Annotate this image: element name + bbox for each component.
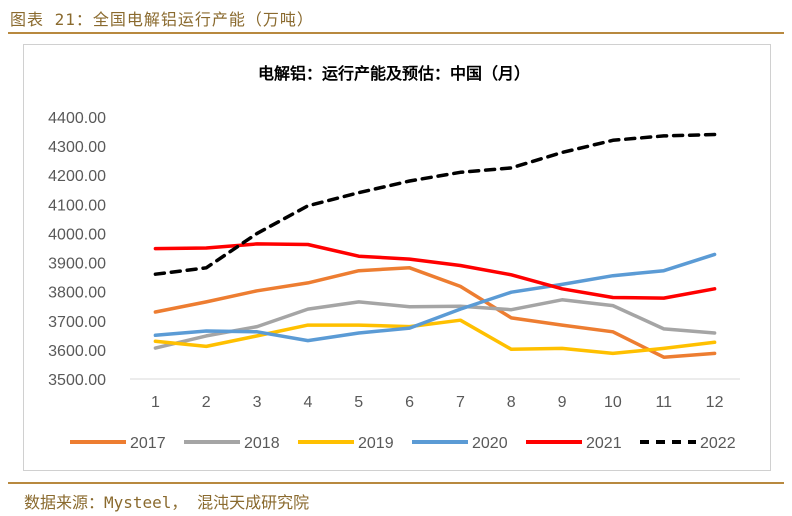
x-tick-label: 3 bbox=[253, 394, 262, 411]
legend-label-2022: 2022 bbox=[700, 435, 736, 452]
figure-title: 图表 21：全国电解铝运行产能（万吨） bbox=[10, 10, 314, 29]
x-tick-label: 2 bbox=[202, 394, 211, 411]
y-tick-label: 4300.00 bbox=[48, 139, 106, 156]
x-tick-label: 5 bbox=[354, 394, 363, 411]
header-divider bbox=[8, 32, 784, 34]
y-tick-label: 3500.00 bbox=[48, 372, 106, 389]
y-tick-label: 4200.00 bbox=[48, 168, 106, 185]
legend-label-2019: 2019 bbox=[358, 435, 394, 452]
chart-title: 电解铝：运行产能及预估：中国（月） bbox=[258, 64, 530, 83]
x-tick-label: 6 bbox=[405, 394, 414, 411]
series-line-2021 bbox=[153, 242, 717, 300]
series-line-2018 bbox=[153, 298, 717, 350]
x-tick-label: 1 bbox=[151, 394, 160, 411]
x-tick-label: 11 bbox=[655, 394, 672, 411]
y-tick-label: 3600.00 bbox=[48, 343, 106, 360]
legend-label-2021: 2021 bbox=[586, 435, 622, 452]
y-axis: 3500.00 3600.00 3700.00 3800.00 3900.00 4000.… bbox=[48, 110, 106, 389]
series-line-2022 bbox=[153, 132, 717, 276]
plot-area bbox=[153, 132, 717, 359]
y-tick-label: 3800.00 bbox=[48, 285, 106, 302]
legend: 2017 2018 2019 2020 2021 2022 bbox=[70, 435, 736, 452]
y-tick-label: 3700.00 bbox=[48, 314, 106, 331]
y-tick-label: 3900.00 bbox=[48, 256, 106, 273]
y-tick-label: 4000.00 bbox=[48, 226, 106, 243]
y-tick-label: 4100.00 bbox=[48, 197, 106, 214]
footer-divider bbox=[8, 482, 784, 484]
line-chart: 电解铝：运行产能及预估：中国（月） 3500.003600.003700.003… bbox=[48, 64, 740, 452]
series-line-2017 bbox=[153, 266, 717, 359]
legend-label-2017: 2017 bbox=[130, 435, 166, 452]
x-tick-label: 8 bbox=[507, 394, 516, 411]
x-tick-label: 9 bbox=[558, 394, 567, 411]
x-tick-label: 12 bbox=[706, 394, 724, 411]
legend-label-2020: 2020 bbox=[472, 435, 508, 452]
x-tick-label: 10 bbox=[604, 394, 622, 411]
chart-container: 电解铝：运行产能及预估：中国（月） 3500.00 3600.00 3700.00 3… bbox=[23, 44, 771, 471]
y-tick-label: 4400.00 bbox=[48, 110, 106, 127]
series-line-2019 bbox=[153, 318, 717, 356]
x-axis: 1 2 3 4 5 6 7 8 9 10 11 12 bbox=[130, 378, 740, 411]
x-tick-label: 4 bbox=[303, 394, 312, 411]
x-tick-label: 7 bbox=[456, 394, 465, 411]
legend-label-2018: 2018 bbox=[244, 435, 280, 452]
series-line-2020 bbox=[153, 252, 717, 343]
source-note: 数据来源：Mysteel， 混沌天成研究院 bbox=[24, 493, 310, 512]
